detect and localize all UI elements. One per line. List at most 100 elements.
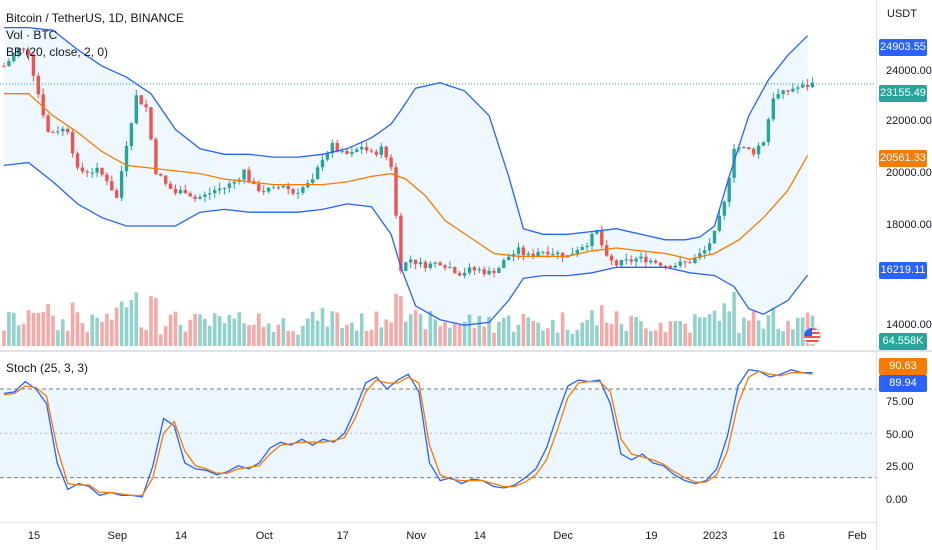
volume-bar <box>76 312 80 346</box>
candle-body <box>448 267 451 268</box>
volume-bar <box>277 325 281 346</box>
bollinger-indicator-label[interactable]: BB (20, close, 2, 0) <box>6 45 108 59</box>
volume-bar <box>12 313 16 346</box>
date-tick: Feb <box>848 530 867 542</box>
candle-body <box>688 262 691 263</box>
volume-bar <box>316 321 320 346</box>
candle-body <box>184 190 187 193</box>
date-tick: 14 <box>175 530 187 542</box>
date-tick: 14 <box>474 530 486 542</box>
volume-bar <box>350 323 354 346</box>
volume-bar <box>772 308 776 346</box>
volume-bar <box>399 296 403 346</box>
volume-bar <box>458 325 462 346</box>
volume-bar <box>669 321 673 346</box>
volume-bar <box>370 330 374 346</box>
candle-body <box>135 95 138 123</box>
candle-body <box>615 261 618 266</box>
candle-body <box>213 190 216 193</box>
volume-bar <box>723 303 727 346</box>
candle-body <box>487 271 490 274</box>
candle-body <box>203 195 206 197</box>
volume-bar <box>86 332 90 346</box>
stoch-tick-75: 75.00 <box>886 396 914 408</box>
candle-body <box>585 246 588 247</box>
candle-body <box>380 147 383 155</box>
candle-body <box>125 146 128 171</box>
chart-svg[interactable] <box>0 0 932 550</box>
stochastic-indicator-label[interactable]: Stoch (25, 3, 3) <box>6 361 88 375</box>
candle-body <box>193 197 196 199</box>
candle-body <box>223 188 226 189</box>
volume-bar <box>634 317 638 346</box>
volume-bar <box>335 312 339 346</box>
candle-body <box>581 247 584 250</box>
volume-bar <box>473 328 477 346</box>
candle-body <box>806 85 809 87</box>
volume-bar <box>282 318 286 346</box>
price-tick-22000: 22000.00 <box>886 115 932 127</box>
volume-bar <box>27 310 31 346</box>
candle-body <box>536 252 539 256</box>
candle-body <box>140 95 143 104</box>
stochastic-layer <box>0 370 876 497</box>
volume-bar <box>100 322 104 346</box>
volume-bar <box>639 321 643 346</box>
volume-bar <box>306 318 310 346</box>
pane-divider[interactable] <box>0 350 932 352</box>
stoch-tick-25: 25.00 <box>886 461 914 473</box>
candle-body <box>169 184 172 189</box>
candle-body <box>620 260 623 265</box>
candle-body <box>713 231 716 243</box>
candle-body <box>164 176 167 184</box>
candle-body <box>76 153 79 167</box>
volume-bar <box>683 324 687 346</box>
candle-body <box>522 247 525 255</box>
volume-bar <box>61 319 65 346</box>
candle-body <box>272 187 275 188</box>
candle-body <box>365 147 368 151</box>
candle-body <box>527 254 530 255</box>
candle-body <box>718 216 721 231</box>
candle-body <box>772 98 775 119</box>
candle-body <box>301 187 304 193</box>
volume-bar <box>51 316 55 346</box>
volume-bar <box>164 326 168 346</box>
candle-body <box>51 132 54 133</box>
volume-bar <box>620 324 624 346</box>
date-tick: Sep <box>108 530 128 542</box>
volume-bar <box>708 314 712 346</box>
volume-bar <box>762 329 766 346</box>
volume-bar <box>394 294 398 346</box>
volume-badge: 64.558K <box>879 333 927 350</box>
volume-indicator-label[interactable]: Vol · BTC <box>6 28 57 42</box>
symbol-title[interactable]: Bitcoin / TetherUS, 1D, BINANCE <box>6 11 184 25</box>
volume-bar <box>159 334 163 346</box>
volume-bar <box>585 320 589 346</box>
volume-bar <box>120 302 124 346</box>
volume-bar <box>654 330 658 346</box>
volume-bar <box>752 311 756 346</box>
candle-body <box>287 186 290 189</box>
candle-body <box>473 267 476 270</box>
candle-body <box>434 263 437 264</box>
volume-bar <box>781 331 785 346</box>
candle-body <box>110 181 113 190</box>
volume-bar <box>595 325 599 346</box>
candle-body <box>86 171 89 172</box>
volume-bar <box>649 331 653 346</box>
volume-bar <box>610 324 614 346</box>
flag-icon[interactable] <box>803 327 821 345</box>
candle-body <box>443 265 446 267</box>
candle-body <box>708 243 711 250</box>
candle-body <box>786 90 789 91</box>
currency-label: USDT <box>887 8 917 20</box>
volume-bar <box>223 323 227 346</box>
candle-body <box>2 66 5 67</box>
candle-body <box>360 147 363 149</box>
volume-bar <box>149 296 153 346</box>
volume-bar <box>184 332 188 346</box>
candle-body <box>649 261 652 263</box>
volume-bar <box>678 321 682 346</box>
volume-bar <box>644 328 648 346</box>
